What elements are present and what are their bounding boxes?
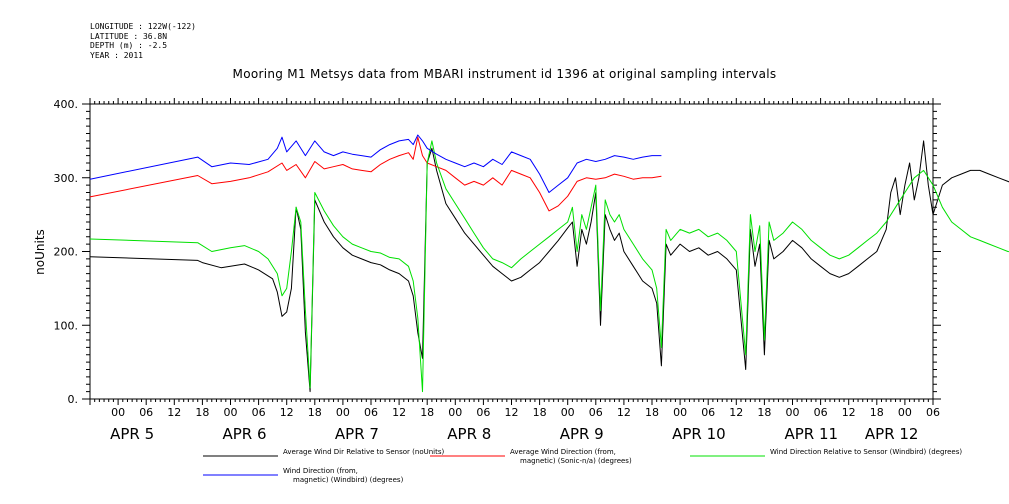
series-group bbox=[89, 134, 1009, 393]
y-tick-label: 200. bbox=[54, 246, 79, 259]
y-tick-label: 400. bbox=[54, 98, 79, 111]
day-label: APR 5 bbox=[110, 425, 154, 443]
legend-label: Average Wind Direction (from, bbox=[510, 448, 616, 456]
y-tick-label: 0. bbox=[68, 393, 79, 406]
x-tick-label: 12 bbox=[505, 406, 519, 419]
x-tick-label: 00 bbox=[561, 406, 575, 419]
series-line bbox=[89, 136, 662, 212]
x-tick-label: 00 bbox=[336, 406, 350, 419]
x-tick-label: 18 bbox=[195, 406, 209, 419]
series-line bbox=[89, 140, 1009, 393]
x-tick-label: 06 bbox=[701, 406, 715, 419]
x-tick-label: 12 bbox=[392, 406, 406, 419]
x-tick-label: 06 bbox=[814, 406, 828, 419]
legend: Average Wind Dir Relative to Sensor (noU… bbox=[203, 448, 962, 484]
legend-label: magnetic) (Windbird) (degrees) bbox=[293, 476, 404, 484]
series-line bbox=[89, 134, 662, 193]
y-axis-label: noUnits bbox=[33, 229, 47, 275]
chart-title: Mooring M1 Metsys data from MBARI instru… bbox=[232, 67, 777, 81]
x-tick-label: 06 bbox=[252, 406, 266, 419]
x-tick-label: 12 bbox=[729, 406, 743, 419]
day-label: APR 12 bbox=[865, 425, 919, 443]
plot-frame bbox=[89, 103, 934, 400]
legend-label: Wind Direction Relative to Sensor (Windb… bbox=[770, 448, 962, 456]
x-tick-label: 18 bbox=[757, 406, 771, 419]
x-tick-label: 12 bbox=[167, 406, 181, 419]
x-tick-label: 06 bbox=[476, 406, 490, 419]
series-line bbox=[89, 140, 1009, 393]
longitude-label: LONGITUDE : 122W(-122) bbox=[90, 22, 196, 31]
latitude-label: LATITUDE : 36.8N bbox=[90, 31, 168, 41]
x-tick-label: 00 bbox=[111, 406, 125, 419]
x-tick-label: 18 bbox=[308, 406, 322, 419]
x-tick-label: 18 bbox=[870, 406, 884, 419]
y-tick-label: 100. bbox=[54, 319, 79, 332]
x-tick-label: 06 bbox=[139, 406, 153, 419]
x-tick-label: 06 bbox=[364, 406, 378, 419]
year-label: YEAR : 2011 bbox=[90, 50, 143, 60]
day-label: APR 6 bbox=[223, 425, 267, 443]
x-tick-label: 12 bbox=[842, 406, 856, 419]
legend-label: Wind Direction (from, bbox=[283, 467, 358, 475]
x-tick-label: 00 bbox=[448, 406, 462, 419]
x-tick-label: 06 bbox=[926, 406, 940, 419]
depth-label: DEPTH (m) : -2.5 bbox=[90, 41, 168, 50]
day-label: APR 10 bbox=[672, 425, 726, 443]
x-tick-label: 00 bbox=[673, 406, 687, 419]
x-tick-label: 18 bbox=[420, 406, 434, 419]
x-tick-label: 12 bbox=[617, 406, 631, 419]
x-tick-label: 00 bbox=[786, 406, 800, 419]
legend-label: Average Wind Dir Relative to Sensor (noU… bbox=[283, 448, 444, 456]
y-axis: 0. 100. 200. 300. 400. bbox=[54, 98, 941, 406]
metadata-block: LONGITUDE : 122W(-122) LATITUDE : 36.8N … bbox=[90, 22, 196, 60]
day-label: APR 11 bbox=[785, 425, 839, 443]
x-tick-label: 00 bbox=[224, 406, 238, 419]
x-tick-label: 12 bbox=[280, 406, 294, 419]
day-label: APR 9 bbox=[560, 425, 604, 443]
x-tick-label: 00 bbox=[898, 406, 912, 419]
x-tick-label: 06 bbox=[589, 406, 603, 419]
day-label: APR 7 bbox=[335, 425, 379, 443]
x-tick-label: 18 bbox=[533, 406, 547, 419]
x-axis: 00 06 12 18 00 06 12 18 00 06 12 18 00 06 12 18 00 06 12 18… bbox=[89, 98, 940, 443]
y-tick-label: 300. bbox=[54, 172, 79, 185]
day-label: APR 8 bbox=[447, 425, 491, 443]
legend-label: magnetic) (Sonic-n/a) (degrees) bbox=[520, 457, 632, 465]
x-tick-label: 18 bbox=[645, 406, 659, 419]
